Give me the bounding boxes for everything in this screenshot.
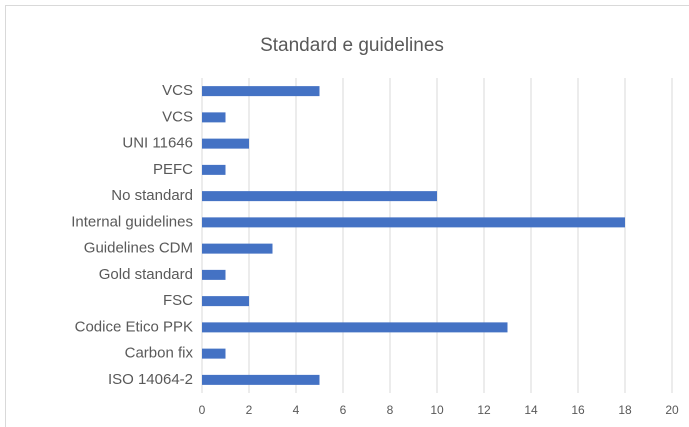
bar xyxy=(202,138,249,149)
y-tick-label: VCS xyxy=(162,82,193,99)
bar xyxy=(202,348,226,359)
y-tick-label: No standard xyxy=(111,187,193,204)
y-tick-label: Internal guidelines xyxy=(71,213,193,230)
chart-border xyxy=(5,5,689,427)
y-tick-label: Gold standard xyxy=(99,266,193,283)
x-tick-label: 2 xyxy=(246,403,253,417)
bar xyxy=(202,86,320,97)
x-tick-label: 10 xyxy=(430,403,444,417)
y-tick-label: Guidelines CDM xyxy=(84,240,193,257)
y-tick-label: Carbon fix xyxy=(125,345,194,362)
x-tick-label: 18 xyxy=(618,403,632,417)
bar xyxy=(202,191,437,202)
bar xyxy=(202,296,249,307)
bar xyxy=(202,269,226,280)
bar xyxy=(202,164,226,175)
x-tick-label: 16 xyxy=(571,403,585,417)
chart-title: Standard e guidelines xyxy=(260,35,444,56)
x-tick-label: 4 xyxy=(293,403,300,417)
y-tick-label: Codice Etico PPK xyxy=(75,318,193,335)
x-tick-label: 14 xyxy=(524,403,538,417)
bar xyxy=(202,374,320,385)
x-tick-label: 0 xyxy=(199,403,206,417)
x-tick-label: 8 xyxy=(387,403,394,417)
y-tick-label: PEFC xyxy=(153,161,193,178)
bar xyxy=(202,112,226,123)
x-tick-label: 6 xyxy=(340,403,347,417)
y-tick-label: VCS xyxy=(162,108,193,125)
y-tick-label: ISO 14064-2 xyxy=(108,371,193,388)
y-tick-label: UNI 11646 xyxy=(122,135,193,152)
bar xyxy=(202,243,273,254)
x-tick-label: 12 xyxy=(477,403,491,417)
bar xyxy=(202,217,625,228)
x-tick-label: 20 xyxy=(665,403,679,417)
y-tick-label: FSC xyxy=(163,292,193,309)
bar xyxy=(202,322,508,333)
